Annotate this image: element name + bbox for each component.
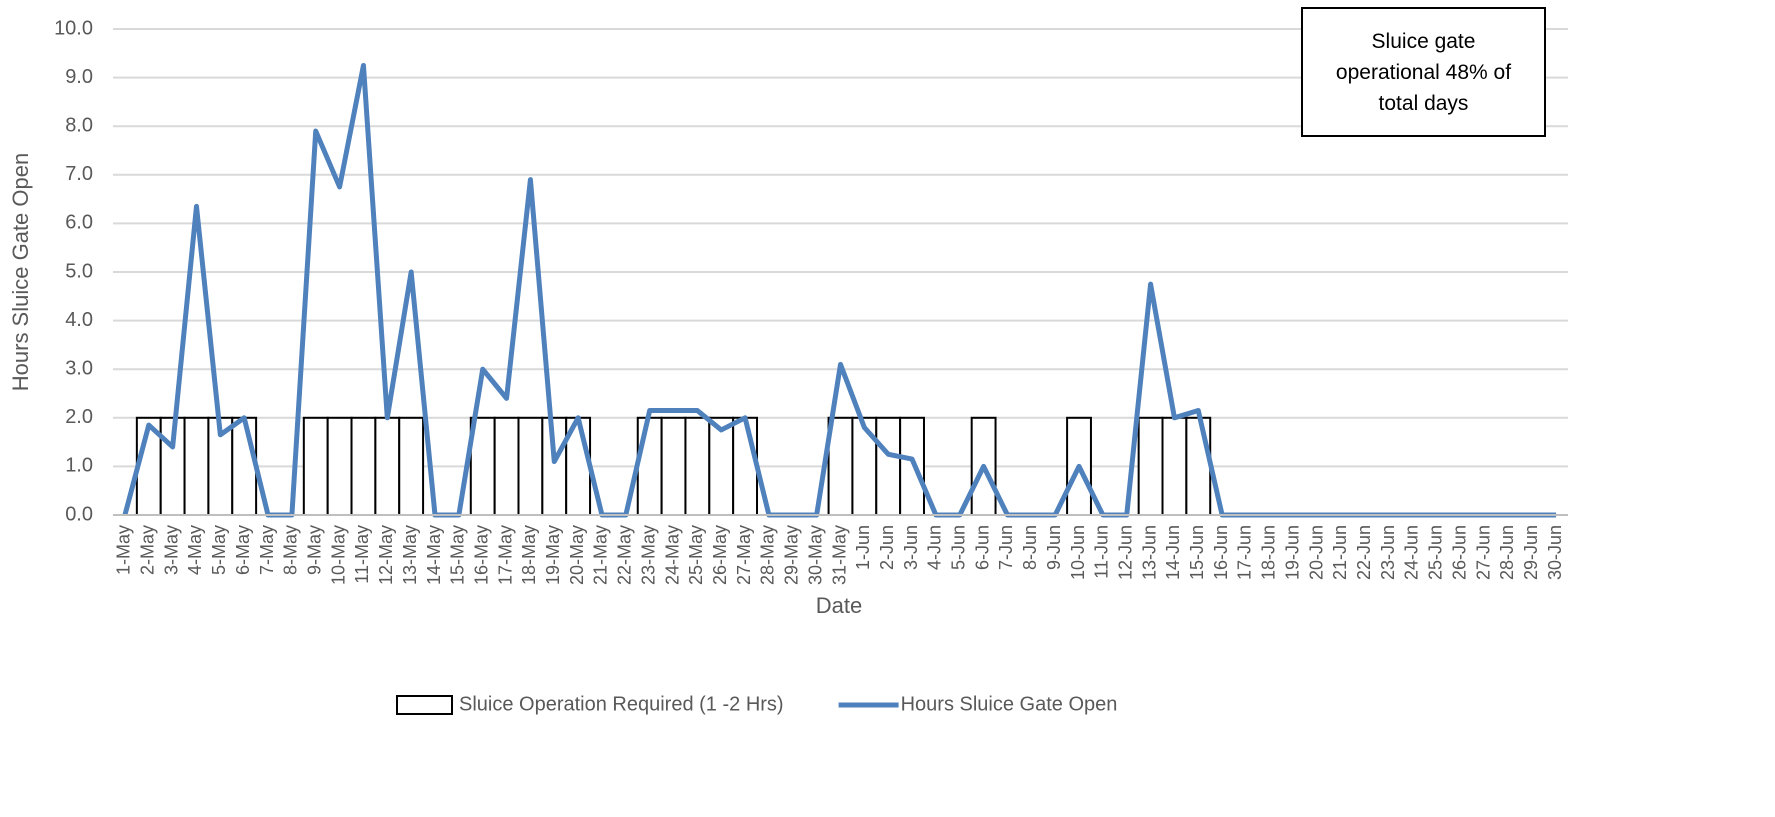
y-tick-label: 2.0: [65, 406, 93, 428]
x-tick-label: 8-Jun: [1020, 525, 1040, 570]
x-tick-label: 20-Jun: [1306, 525, 1326, 580]
x-tick-label: 13-May: [400, 525, 420, 585]
legend-swatch: [396, 695, 453, 715]
x-tick-label: 4-May: [185, 525, 205, 575]
x-tick-label: 16-Jun: [1211, 525, 1231, 580]
x-tick-label: 1-May: [114, 525, 134, 575]
y-tick-label: 6.0: [65, 212, 93, 234]
y-tick-label: 0.0: [65, 503, 93, 525]
x-tick-label: 9-Jun: [1044, 525, 1064, 570]
y-tick-label: 1.0: [65, 455, 93, 477]
x-tick-label: 7-May: [257, 525, 277, 575]
bar: [875, 416, 902, 516]
x-tick-label: 30-May: [805, 525, 825, 585]
x-tick-label: 26-Jun: [1449, 525, 1469, 580]
x-tick-label: 12-Jun: [1115, 525, 1135, 580]
x-tick-label: 17-Jun: [1235, 525, 1255, 580]
bar: [1137, 416, 1164, 516]
x-tick-label: 15-Jun: [1187, 525, 1207, 580]
x-tick-label: 22-Jun: [1354, 525, 1374, 580]
bar: [350, 416, 377, 516]
x-tick-label: 11-Jun: [1092, 525, 1112, 579]
x-tick-label: 28-May: [758, 525, 778, 585]
x-tick-label: 21-May: [591, 525, 611, 585]
y-axis-title: Hours Sluice Gate Open: [8, 153, 33, 391]
bar: [517, 416, 544, 516]
y-tick-label: 10.0: [54, 17, 93, 39]
x-tick-label: 17-May: [495, 525, 515, 585]
x-tick-label: 19-May: [543, 525, 563, 585]
bar: [899, 416, 925, 516]
y-tick-label: 3.0: [65, 357, 93, 379]
y-tick-label: 4.0: [65, 309, 93, 331]
x-tick-label: 3-May: [161, 525, 181, 575]
x-tick-label: 27-May: [734, 525, 754, 585]
legend-label: Sluice Operation Required (1 -2 Hrs): [459, 693, 784, 715]
x-tick-label: 18-May: [519, 525, 539, 585]
x-tick-label: 20-May: [567, 525, 587, 585]
x-tick-label: 3-Jun: [901, 525, 921, 570]
x-tick-label: 15-May: [448, 525, 468, 585]
legend-label: Hours Sluice Gate Open: [901, 693, 1118, 715]
bar: [374, 416, 401, 516]
y-tick-label: 8.0: [65, 114, 93, 136]
x-tick-label: 25-Jun: [1426, 525, 1446, 580]
x-tick-label: 2-Jun: [877, 525, 897, 570]
bar: [1185, 416, 1212, 516]
x-tick-label: 12-May: [376, 525, 396, 585]
x-tick-label: 25-May: [686, 525, 706, 585]
x-tick-label: 24-Jun: [1402, 525, 1422, 580]
x-tick-label: 26-May: [710, 525, 730, 585]
x-tick-label: 13-Jun: [1139, 525, 1159, 580]
x-axis-title: Date: [816, 593, 862, 618]
y-tick-label: 7.0: [65, 163, 93, 185]
x-tick-label: 29-May: [782, 525, 802, 585]
x-tick-label: 23-May: [638, 525, 658, 585]
x-tick-label: 1-Jun: [853, 525, 873, 570]
bar: [302, 416, 329, 516]
x-tick-label: 6-Jun: [972, 525, 992, 570]
bar: [732, 416, 759, 516]
x-tick-label: 30-Jun: [1545, 525, 1565, 580]
x-tick-label: 4-Jun: [925, 525, 945, 570]
bar: [326, 416, 353, 516]
bar: [493, 416, 520, 516]
x-tick-label: 2-May: [138, 525, 158, 575]
x-tick-label: 31-May: [829, 525, 849, 585]
x-tick-label: 10-May: [328, 525, 348, 585]
bar: [684, 416, 711, 516]
x-tick-label: 27-Jun: [1473, 525, 1493, 580]
x-tick-label: 21-Jun: [1330, 525, 1350, 580]
x-tick-label: 5-Jun: [949, 525, 969, 570]
bar: [398, 416, 425, 516]
bar: [183, 416, 210, 516]
x-tick-label: 14-May: [424, 525, 444, 585]
x-tick-label: 16-May: [471, 525, 491, 585]
x-tick-label: 11-May: [352, 525, 372, 584]
x-tick-label: 28-Jun: [1497, 525, 1517, 580]
x-tick-label: 29-Jun: [1521, 525, 1541, 580]
x-tick-label: 7-Jun: [996, 525, 1016, 570]
x-tick-label: 10-Jun: [1068, 525, 1088, 580]
bar: [660, 416, 687, 516]
y-tick-label: 5.0: [65, 260, 93, 282]
x-tick-label: 14-Jun: [1163, 525, 1183, 580]
y-tick-label: 9.0: [65, 66, 93, 88]
bar: [851, 416, 878, 516]
x-tick-label: 24-May: [662, 525, 682, 585]
annotation: Sluice gate operational 48% of total day…: [1301, 7, 1546, 137]
bar: [231, 416, 258, 516]
x-tick-label: 23-Jun: [1378, 525, 1398, 580]
x-tick-label: 8-May: [281, 525, 301, 575]
x-tick-label: 22-May: [615, 525, 635, 585]
x-tick-label: 9-May: [304, 525, 324, 575]
x-tick-label: 19-Jun: [1282, 525, 1302, 580]
x-tick-label: 5-May: [209, 525, 229, 575]
x-tick-label: 18-Jun: [1259, 525, 1279, 580]
bar: [636, 416, 663, 516]
bar: [1161, 416, 1188, 516]
x-tick-label: 6-May: [233, 525, 253, 575]
